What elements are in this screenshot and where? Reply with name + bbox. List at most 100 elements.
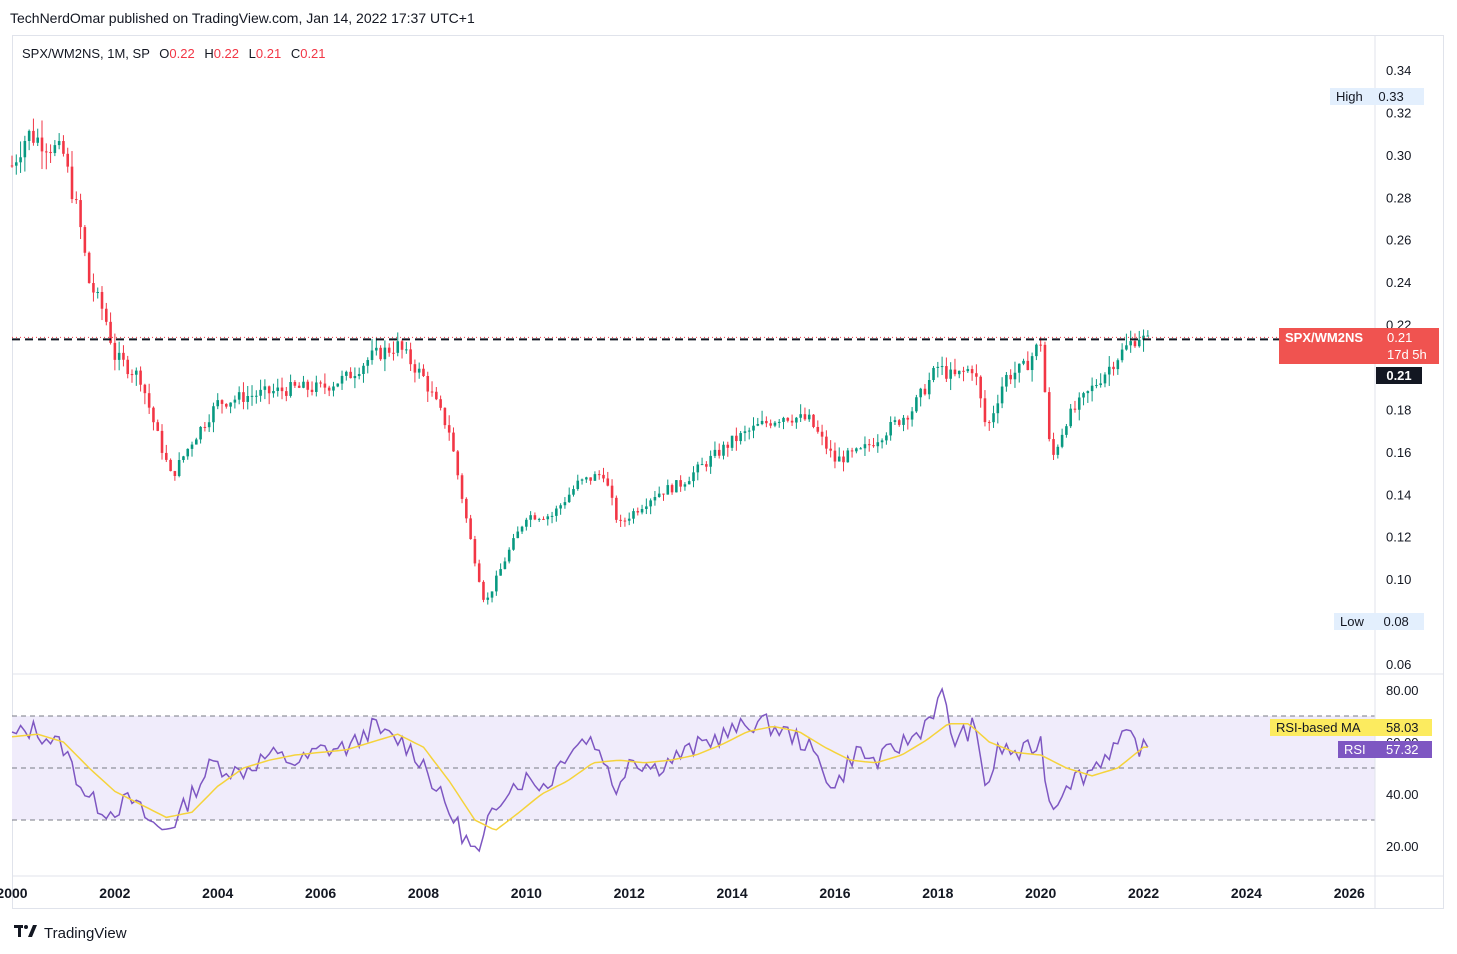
candle-body (529, 515, 532, 520)
candle-body (126, 359, 130, 375)
price-tick-label: 0.30 (1386, 148, 1411, 163)
candle-body (1017, 363, 1021, 373)
candle-body (207, 422, 211, 428)
candle-body (1142, 335, 1145, 340)
candle-body (709, 455, 712, 467)
candle-body (465, 498, 468, 519)
candle-body (769, 423, 772, 426)
candle-body (512, 538, 515, 550)
candle-body (100, 291, 104, 309)
candle-body (199, 426, 202, 440)
candle-body (182, 456, 185, 460)
candle-body (1129, 341, 1132, 346)
candle-body (443, 407, 447, 426)
candle-body (327, 387, 331, 391)
candle-body (143, 384, 147, 394)
candle-body (537, 518, 541, 520)
candle-body (495, 575, 498, 592)
low-tag: Low 0.08 (1334, 613, 1424, 630)
price-tick-label: 0.24 (1386, 275, 1411, 290)
rsi-ma-tag: RSI-based MA 58.03 (1270, 719, 1432, 736)
price-pane[interactable] (10, 118, 1279, 605)
price-tick-label: 0.32 (1386, 105, 1411, 120)
candle-body (936, 366, 940, 368)
candle-body (19, 157, 22, 163)
candle-body (919, 388, 922, 398)
candle-body (752, 425, 755, 431)
symbol-tag-value: 0.21 (1387, 330, 1413, 345)
candle-body (657, 493, 661, 497)
candle-body (696, 464, 700, 473)
candle-body (392, 352, 395, 354)
candle-body (340, 375, 344, 384)
candle-body (829, 448, 832, 451)
candle-body (486, 597, 490, 600)
candle-body (1052, 439, 1055, 455)
candle-body (225, 403, 228, 407)
candle-body (169, 459, 172, 472)
rsi-ma-line[interactable] (11, 723, 1148, 831)
rsi-ma-tag-label: RSI-based MA (1276, 720, 1361, 735)
candle-body (593, 474, 597, 481)
candle-body (932, 367, 935, 381)
time-tick-label: 2024 (1231, 885, 1262, 901)
candle-body (297, 385, 301, 388)
candle-body (1073, 408, 1077, 410)
candle-body (1099, 383, 1102, 386)
candle-body (1090, 385, 1094, 392)
rsi-pane[interactable] (11, 686, 1375, 853)
candle-body (872, 445, 875, 447)
candle-body (130, 374, 134, 376)
candle-body (765, 420, 768, 424)
candle-body (255, 395, 258, 397)
candle-body (675, 480, 678, 493)
candle-body (272, 390, 275, 394)
candle-body (460, 475, 464, 499)
high-tag-value: 0.33 (1378, 89, 1404, 104)
candle-body (186, 448, 190, 457)
candle-body (739, 433, 742, 442)
candle-body (803, 414, 807, 420)
rsi-tag-label: RSI (1344, 742, 1366, 757)
price-tick-label: 0.34 (1386, 63, 1411, 78)
tradingview-brand[interactable]: TradingView (14, 924, 127, 942)
candle-body (1077, 397, 1081, 410)
countdown-label: 17d 5h (1387, 347, 1427, 362)
candle-body (1035, 344, 1038, 357)
candle-body (756, 424, 760, 426)
price-tick-label: 0.10 (1386, 572, 1411, 587)
candle-body (452, 432, 455, 452)
candle-body (705, 464, 708, 467)
candle-body (589, 477, 592, 481)
candle-body (807, 414, 811, 420)
candle-body (1107, 366, 1111, 375)
candle-body (426, 376, 430, 392)
candle-body (229, 402, 232, 407)
candle-body (456, 451, 460, 476)
legend-symbol: SPX/WM2NS, 1M, SP (22, 46, 150, 61)
candle-body (662, 493, 665, 495)
candle-body (516, 531, 520, 539)
candle-body (953, 369, 957, 375)
candle-body (1146, 335, 1150, 337)
ohlc-legend: SPX/WM2NS, 1M, SP O0.22 H0.22 L0.21 C0.2… (22, 46, 326, 61)
candle-body (992, 413, 995, 423)
rsi-line[interactable] (11, 686, 1149, 853)
time-tick-label: 2014 (716, 885, 747, 901)
candle-body (366, 360, 370, 366)
candle-body (10, 165, 14, 167)
price-tick-label: 0.18 (1386, 402, 1411, 417)
candle-body (576, 480, 580, 490)
candle-body (490, 591, 494, 598)
time-tick-label: 2016 (819, 885, 850, 901)
candle-body (409, 349, 412, 365)
candle-body (1047, 392, 1051, 440)
candle-body (820, 431, 824, 437)
time-tick-label: 2000 (0, 885, 28, 901)
candle-body (195, 439, 198, 445)
candle-body (645, 506, 648, 509)
candle-body (473, 539, 477, 564)
candle-body (927, 380, 931, 395)
candle-body (15, 162, 18, 166)
